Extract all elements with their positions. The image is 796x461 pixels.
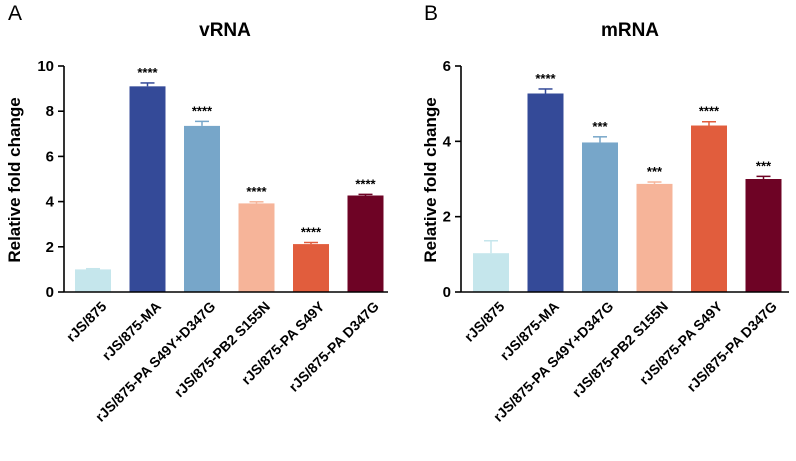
significance-label: ***: [647, 164, 663, 179]
y-tick-label: 0: [443, 284, 451, 301]
error-bars: [484, 88, 771, 254]
y-axis-label: Relative fold change: [5, 97, 24, 262]
significance-label: ****: [699, 104, 720, 119]
y-tick-label: 2: [443, 209, 451, 226]
category-label: rJS/875-PA D347G: [285, 298, 382, 395]
y-tick-label: 2: [46, 239, 54, 256]
category-label: rJS/875: [63, 298, 110, 345]
y-tick-label: 4: [443, 133, 452, 150]
significance-label: ****: [535, 71, 556, 86]
category-label: rJS/875-PB2 S155N: [171, 298, 273, 400]
error-bars: [86, 82, 373, 270]
y-tick-label: 6: [46, 148, 54, 165]
y-tick-label: 8: [46, 103, 54, 120]
y-axis-ticks: 0 2 4 6: [443, 58, 461, 301]
bars: [75, 86, 384, 292]
bar: [293, 244, 329, 292]
significance-label: ****: [246, 184, 267, 199]
bar: [238, 203, 275, 292]
y-tick-label: 10: [37, 58, 54, 75]
bar: [473, 253, 509, 292]
bar: [75, 269, 111, 292]
significance-labels: *****************: [535, 71, 772, 179]
significance-label: ****: [301, 225, 322, 240]
category-label: rJS/875-PB2 S155N: [569, 298, 671, 400]
panel-letter: A: [8, 2, 22, 25]
category-label: rJS/875: [461, 298, 508, 345]
significance-label: ***: [592, 119, 608, 134]
significance-label: ***: [756, 158, 772, 173]
significance-label: ****: [137, 65, 158, 80]
bar: [527, 93, 564, 292]
y-tick-label: 0: [46, 284, 54, 301]
significance-label: ****: [192, 103, 213, 118]
panel-letter: B: [424, 2, 438, 25]
bars: [473, 93, 782, 292]
bar: [691, 125, 727, 292]
bar: [347, 195, 384, 292]
category-label: rJS/875-PA D347G: [683, 298, 780, 395]
y-tick-label: 4: [46, 194, 55, 211]
chart-title: mRNA: [601, 20, 659, 41]
y-axis-ticks: 0 2 4 6 8 10: [37, 58, 64, 301]
bar: [184, 125, 220, 292]
y-axis-label: Relative fold change: [421, 97, 440, 262]
panel-a: A vRNA Relative fold change 0 2 4 6 8 10 ****…: [5, 2, 388, 425]
bar: [745, 179, 782, 292]
significance-labels: **** **** **** **** ****: [137, 65, 376, 240]
bar: [582, 142, 618, 292]
chart-title: vRNA: [199, 20, 251, 41]
y-tick-label: 6: [443, 58, 451, 75]
bar: [636, 183, 673, 292]
significance-label: ****: [355, 176, 376, 191]
bar: [129, 86, 166, 292]
